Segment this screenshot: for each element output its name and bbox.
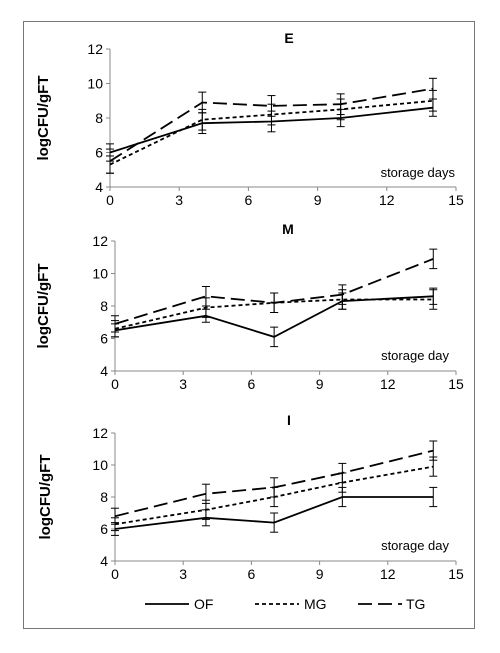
error-bar-TG (267, 95, 276, 117)
x-tick-label: 3 (179, 376, 187, 392)
y-tick-label: 4 (100, 553, 108, 569)
series-line-TG (114, 258, 434, 325)
y-tick-label: 10 (92, 266, 108, 282)
error-bar-TG (338, 462, 347, 484)
error-bar-TG (429, 248, 438, 270)
error-bar-TG (111, 315, 119, 333)
x-tick-label: 3 (175, 192, 183, 208)
error-bar-TG (106, 148, 114, 174)
error-bar-TG (428, 77, 437, 100)
y-tick-label: 8 (100, 298, 108, 314)
x-tick-label: 9 (314, 192, 322, 208)
x-tick-label: 12 (380, 376, 396, 392)
y-tick-label: 12 (87, 41, 103, 57)
x-tick-label: 12 (380, 566, 396, 582)
y-tick-label: 8 (95, 110, 103, 126)
error-bar-OF (429, 486, 438, 508)
x-axis-label: storage day (381, 538, 449, 553)
y-tick-label: 12 (92, 233, 108, 249)
y-tick-label: 6 (95, 145, 103, 161)
x-tick-label: 15 (448, 376, 464, 392)
y-tick-label: 4 (95, 179, 103, 195)
y-tick-label: 4 (100, 363, 108, 379)
legend-label-TG: TG (406, 596, 425, 612)
x-tick-label: 3 (179, 566, 187, 582)
y-tick-label: 12 (92, 425, 108, 441)
chart-title: E (284, 30, 293, 46)
error-bar-TG (270, 292, 279, 313)
x-tick-label: 15 (448, 192, 464, 208)
chart-title: M (282, 221, 294, 237)
y-tick-label: 10 (87, 76, 103, 92)
legend-label-OF: OF (194, 596, 213, 612)
error-bar-OF (270, 512, 279, 533)
y-axis-label: logCFU/gFT (35, 264, 52, 349)
x-tick-label: 6 (245, 192, 253, 208)
error-bar-OF (270, 326, 279, 348)
error-bar-TG (270, 477, 279, 498)
y-tick-label: 10 (92, 457, 108, 473)
x-tick-label: 0 (106, 192, 114, 208)
figure-frame (23, 21, 475, 629)
x-tick-label: 6 (248, 376, 256, 392)
error-bar-TG (429, 440, 438, 461)
y-tick-label: 8 (100, 489, 108, 505)
x-tick-label: 0 (111, 376, 119, 392)
error-bar-TG (338, 284, 347, 305)
chart-title: I (287, 412, 291, 428)
series-line-TG (109, 87, 434, 162)
y-tick-label: 6 (100, 521, 108, 537)
error-bar-TG (198, 91, 207, 114)
x-tick-label: 9 (316, 566, 324, 582)
y-tick-label: 6 (100, 331, 108, 347)
x-axis-label: storage day (381, 348, 449, 363)
x-tick-label: 0 (111, 566, 119, 582)
x-tick-label: 6 (248, 566, 256, 582)
y-axis-label: logCFU/gFT (35, 76, 52, 161)
error-bar-TG (201, 286, 210, 307)
error-bar-TG (201, 483, 210, 504)
x-tick-label: 15 (448, 566, 464, 582)
x-tick-label: 12 (379, 192, 395, 208)
error-bar-TG (111, 507, 119, 525)
error-bar-TG (336, 93, 345, 116)
error-bar-MG (429, 289, 438, 310)
legend-label-MG: MG (304, 596, 327, 612)
y-axis-label: logCFU/gFT (37, 455, 54, 540)
x-tick-label: 9 (316, 376, 324, 392)
legend: OF MG TG (145, 596, 425, 612)
x-axis-label: storage days (381, 165, 456, 180)
